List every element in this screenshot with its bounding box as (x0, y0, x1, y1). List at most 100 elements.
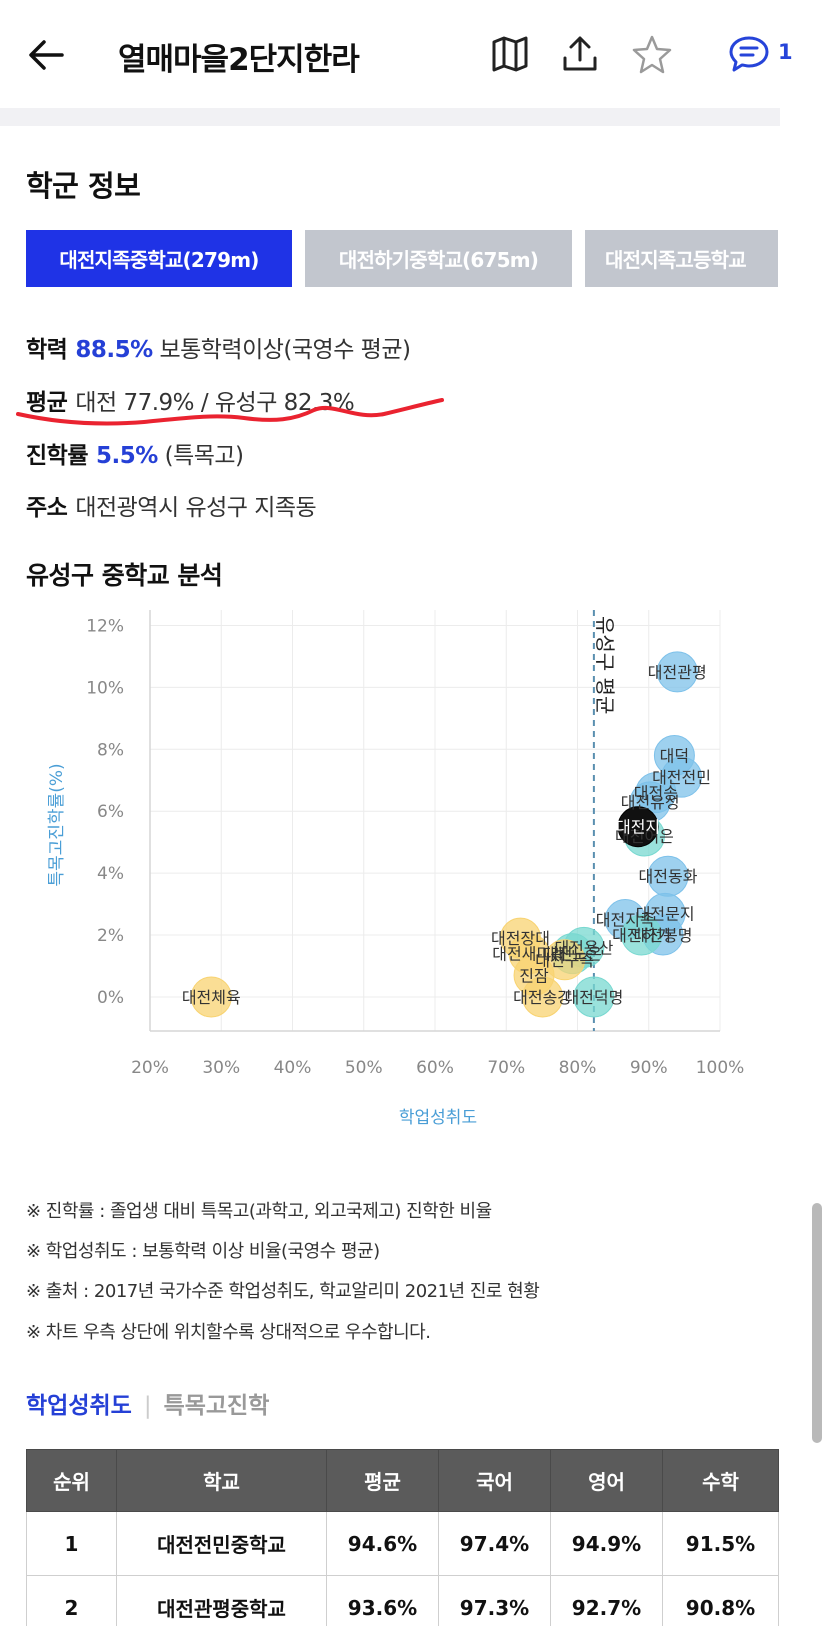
cell-average: 93.6% (326, 1575, 439, 1626)
school-tabs: 대전지족중학교(279m) 대전하기중학교(675m) 대전지족고등학교 (26, 230, 778, 287)
cell-rank: 1 (26, 1511, 117, 1576)
data-point-label: 대전지 (616, 818, 660, 837)
app-header: 열매마을2단지한라 1 (0, 0, 827, 108)
data-point-label: 대전지족 (596, 911, 655, 930)
header-english: 영어 (550, 1449, 663, 1512)
x-axis-title: 학업성취도 (399, 1108, 477, 1128)
tab-school-3[interactable]: 대전지족고등학교 (585, 230, 778, 287)
cell-english: 92.7% (550, 1575, 663, 1626)
data-point (656, 651, 698, 693)
back-arrow-icon[interactable] (22, 30, 72, 80)
data-point-label: 대전전민 (652, 768, 711, 787)
address-text: 대전광역시 유성구 지족동 (75, 495, 317, 521)
academic-info: 학력 88.5% 보통학력이상(국영수 평균) (26, 330, 411, 364)
cell-school: 대전관평중학교 (116, 1575, 327, 1626)
scatter-chart: 0% 2% 4% 6% 8% 10% 12% 20% 30% 40% 50% 60% 70% 80% 90%… (47, 610, 745, 1128)
page-title: 열매마을2단지한라 (118, 42, 360, 78)
x-tick-label: 70% (487, 1058, 525, 1078)
advancement-desc: (특목고) (164, 443, 244, 469)
note-2: ※ 학업성취도 : 보통학력 이상 비율(국영수 평균) (26, 1241, 380, 1262)
cell-korean: 97.3% (438, 1575, 551, 1626)
analysis-title: 유성구 중학교 분석 (26, 561, 223, 590)
table-header-row: 순위 학교 평균 국어 영어 수학 (26, 1449, 779, 1512)
ranking-table: 순위 학교 평균 국어 영어 수학 1 대전전민중학교 94.6% 97.4% … (26, 1449, 779, 1626)
sort-tab-advancement[interactable]: 특목고진학 (163, 1393, 270, 1419)
cell-math: 91.5% (662, 1511, 779, 1576)
cell-average: 94.6% (326, 1511, 439, 1576)
address-label: 주소 (26, 495, 68, 521)
data-point-label: 대전송 (634, 784, 678, 803)
cell-rank: 2 (26, 1575, 117, 1626)
star-icon[interactable] (630, 32, 674, 76)
data-point-label: 대전체육 (182, 988, 241, 1007)
section-divider (0, 108, 780, 126)
table-row[interactable]: 1 대전전민중학교 94.6% 97.4% 94.9% 91.5% (26, 1511, 779, 1576)
x-tick-label: 100% (696, 1058, 745, 1078)
academic-label: 학력 (26, 337, 68, 363)
x-tick-label: 30% (202, 1058, 240, 1078)
data-point (190, 976, 232, 1018)
note-3: ※ 출처 : 2017년 국가수준 학업성취도, 학교알리미 2021년 진로 … (26, 1281, 540, 1302)
advancement-label: 진학률 (26, 443, 88, 469)
y-tick-label: 8% (97, 740, 124, 760)
map-icon[interactable] (488, 32, 532, 76)
data-point-label: 대전덕명 (564, 988, 623, 1007)
data-point-label: 대전하기 (612, 926, 671, 945)
advancement-info: 진학률 5.5% (특목고) (26, 436, 244, 470)
advancement-value: 5.5% (95, 443, 158, 469)
tab-school-1[interactable]: 대전지족중학교(279m) (26, 230, 292, 287)
comment-count: 1 (778, 40, 793, 64)
x-tick-label: 50% (345, 1058, 383, 1078)
cell-english: 94.9% (550, 1511, 663, 1576)
data-point-label: 대전장대 (491, 929, 550, 948)
x-tick-label: 40% (274, 1058, 312, 1078)
tab-school-2[interactable]: 대전하기중학교(675m) (305, 230, 572, 287)
y-tick-label: 10% (86, 678, 124, 698)
data-point-label: 대전관평 (648, 663, 707, 682)
data-point-label: 대전봉명 (634, 926, 693, 945)
comment-icon[interactable] (727, 32, 771, 76)
cell-korean: 97.4% (438, 1511, 551, 1576)
address-info: 주소 대전광역시 유성구 지족동 (26, 488, 317, 522)
y-tick-label: 2% (97, 926, 124, 946)
handwritten-underline (16, 398, 444, 426)
x-tick-label: 60% (416, 1058, 454, 1078)
share-icon[interactable] (558, 32, 602, 76)
note-1: ※ 진학률 : 졸업생 대비 특목고(과학고, 외고국제고) 진학한 비율 (26, 1201, 492, 1222)
data-point-label: 대전송강 (513, 988, 572, 1007)
academic-value: 88.5% (75, 337, 153, 363)
academic-desc: 보통학력이상(국영수 평균) (159, 337, 411, 363)
data-point-label: 대덕 (660, 746, 689, 765)
sort-tabs: 학업성취도 | 특목고진학 (26, 1386, 269, 1420)
data-point (621, 914, 663, 956)
x-tick-label: 20% (131, 1058, 169, 1078)
y-tick-label: 4% (97, 864, 124, 884)
header-school: 학교 (116, 1449, 327, 1512)
y-axis-title: 특목고진학률(%) (47, 763, 67, 886)
x-tick-label: 80% (559, 1058, 597, 1078)
data-point-label: 대전구즉 (535, 951, 594, 970)
header-math: 수학 (662, 1449, 779, 1512)
data-point-label: 대전동화 (639, 867, 698, 886)
cell-school: 대전전민중학교 (116, 1511, 327, 1576)
header-rank: 순위 (26, 1449, 117, 1512)
data-point-label: 진잠 (519, 966, 549, 985)
header-korean: 국어 (438, 1449, 551, 1512)
table-row[interactable]: 2 대전관평중학교 93.6% 97.3% 92.7% 90.8% (26, 1575, 779, 1626)
x-tick-label: 90% (630, 1058, 668, 1078)
scrollbar[interactable] (812, 1203, 822, 1443)
data-point (573, 976, 615, 1018)
data-point (522, 976, 564, 1018)
data-point-label: 대전문지 (636, 904, 695, 923)
data-point-label: 대전용산 (554, 938, 613, 957)
data-point (617, 806, 659, 848)
cell-math: 90.8% (662, 1575, 779, 1626)
data-point-label: 대전새미래 (492, 945, 566, 964)
data-point-label: 대전어은 (615, 827, 674, 846)
note-4: ※ 차트 우측 상단에 위치할수록 상대적으로 우수합니다. (26, 1322, 431, 1343)
y-tick-label: 0% (97, 988, 124, 1008)
sort-separator: | (143, 1393, 152, 1419)
sort-tab-achievement[interactable]: 학업성취도 (26, 1393, 132, 1419)
y-tick-label: 6% (97, 802, 124, 822)
school-section-title: 학군 정보 (26, 169, 141, 203)
